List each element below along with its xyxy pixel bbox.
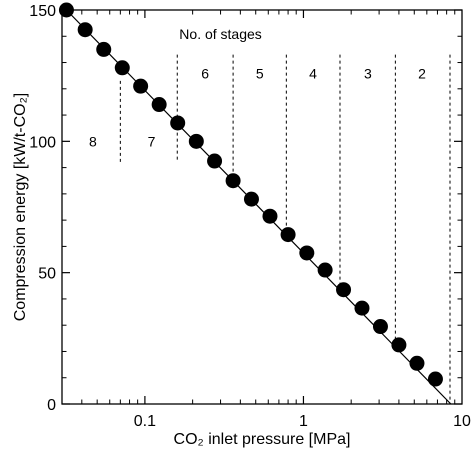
data-point bbox=[427, 371, 443, 387]
data-point bbox=[262, 208, 278, 224]
data-point bbox=[372, 319, 388, 335]
plot-frame bbox=[61, 9, 463, 405]
x-tick-label: 0.1 bbox=[134, 413, 156, 430]
data-point bbox=[336, 282, 352, 298]
data-point bbox=[391, 337, 407, 353]
stages-annotation: No. of stages bbox=[179, 26, 262, 42]
data-point bbox=[280, 227, 296, 243]
x-tick-label: 1 bbox=[299, 413, 308, 430]
stage-label: 7 bbox=[148, 134, 156, 150]
data-point bbox=[317, 262, 333, 278]
y-tick-label: 100 bbox=[29, 134, 56, 151]
data-point bbox=[299, 245, 315, 261]
data-point bbox=[77, 22, 93, 38]
data-point bbox=[409, 355, 425, 371]
data-point bbox=[151, 97, 167, 113]
x-axis-label: CO₂ inlet pressure [MPa] bbox=[174, 431, 351, 448]
stage-boundary-lines bbox=[119, 54, 451, 404]
stage-label: 2 bbox=[418, 65, 426, 81]
y-axis-label: Compression energy [kW/t-CO₂] bbox=[12, 93, 29, 322]
stage-label: 8 bbox=[89, 134, 97, 150]
stage-label: 3 bbox=[364, 65, 372, 81]
fit-line bbox=[66, 9, 452, 405]
data-point bbox=[243, 191, 259, 207]
y-tick-label: 50 bbox=[38, 266, 56, 283]
data-point bbox=[225, 173, 241, 189]
data-point bbox=[96, 41, 112, 57]
y-tick-label: 0 bbox=[47, 397, 56, 414]
data-point bbox=[170, 115, 186, 131]
data-points bbox=[58, 2, 443, 387]
y-tick-label: 150 bbox=[29, 3, 56, 20]
stage-labels: 8 7 6 5 4 3 2 bbox=[89, 65, 426, 149]
stage-label: 5 bbox=[256, 65, 264, 81]
fit-line-group bbox=[66, 9, 452, 405]
stage-label: 6 bbox=[201, 65, 209, 81]
stage-label: 4 bbox=[309, 65, 317, 81]
x-tick-label: 10 bbox=[453, 413, 471, 430]
data-point bbox=[114, 60, 130, 76]
data-point bbox=[207, 153, 223, 169]
data-point bbox=[133, 78, 149, 94]
data-point bbox=[354, 300, 370, 316]
data-point bbox=[188, 133, 204, 149]
